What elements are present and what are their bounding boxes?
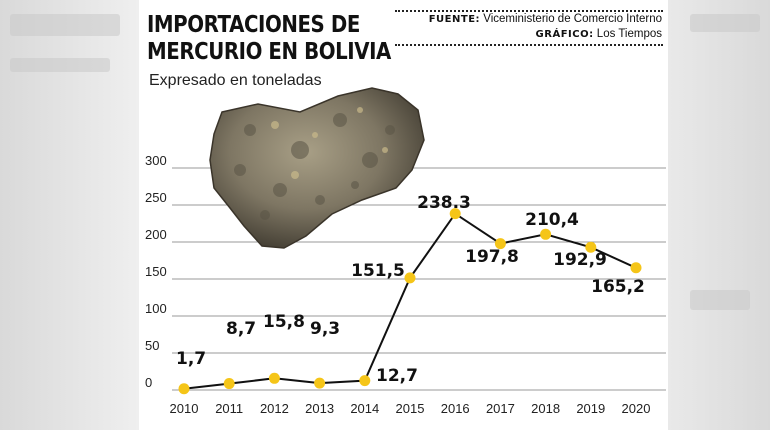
graphic-value: Los Tiempos xyxy=(596,28,662,40)
data-point-2010 xyxy=(178,383,190,395)
x-tick-label-2019: 2019 xyxy=(576,401,605,416)
title-line-1: IMPORTACIONES DE xyxy=(147,12,360,38)
y-tick-label: 50 xyxy=(145,338,159,353)
data-label-2020: 165,2 xyxy=(591,277,645,297)
ghost-label xyxy=(690,290,750,310)
data-label-2011: 8,7 xyxy=(226,319,256,339)
data-label-2013: 9,3 xyxy=(310,319,340,339)
series-line xyxy=(183,212,637,390)
data-label-2010: 1,7 xyxy=(176,349,206,369)
ghost-title xyxy=(10,14,120,36)
chart-title: IMPORTACIONES DE MERCURIO EN BOLIVIA xyxy=(147,12,391,66)
x-tick-label-2016: 2016 xyxy=(441,401,470,416)
x-tick-label-2013: 2013 xyxy=(305,401,334,416)
x-tick-label-2017: 2017 xyxy=(486,401,515,416)
y-tick-label: 200 xyxy=(145,227,167,242)
title-line-2: MERCURIO EN BOLIVIA xyxy=(147,39,391,65)
data-point-2019 xyxy=(585,241,597,253)
source-value: Viceministerio de Comercio Interno xyxy=(483,13,662,25)
y-tick-label: 100 xyxy=(145,301,167,316)
x-tick-label-2020: 2020 xyxy=(622,401,651,416)
data-point-2018 xyxy=(540,228,552,240)
data-point-2015 xyxy=(404,272,416,284)
x-tick-label-2018: 2018 xyxy=(531,401,560,416)
x-tick-label-2010: 2010 xyxy=(170,401,199,416)
y-tick-label: 150 xyxy=(145,264,167,279)
data-label-2017: 197,8 xyxy=(465,247,519,267)
source-label: FUENTE: xyxy=(428,14,481,25)
graphic-label: GRÁFICO: xyxy=(535,29,594,40)
x-tick-label-2011: 2011 xyxy=(215,401,243,416)
x-tick-label-2012: 2012 xyxy=(260,401,289,416)
data-label-2018: 210,4 xyxy=(525,210,579,230)
ghost-subtitle xyxy=(10,58,110,72)
y-tick-label: 300 xyxy=(145,153,167,168)
dotted-rule-top xyxy=(395,10,663,12)
data-label-2015: 151,5 xyxy=(351,261,405,281)
x-tick-label-2015: 2015 xyxy=(396,401,425,416)
data-label-2012: 15,8 xyxy=(263,312,305,332)
x-tick-label-2014: 2014 xyxy=(350,401,379,416)
y-tick-label: 250 xyxy=(145,190,167,205)
data-point-2020 xyxy=(630,262,642,274)
mercury-ore-rock-image xyxy=(209,87,425,249)
data-label-2016: 238.3 xyxy=(417,193,471,213)
source-block: FUENTE: Viceministerio de Comercio Inter… xyxy=(429,12,662,42)
data-point-2011 xyxy=(223,378,235,390)
data-point-2012 xyxy=(268,372,280,384)
data-point-2016 xyxy=(449,208,461,220)
data-point-2014 xyxy=(359,375,371,387)
chart-subtitle: Expresado en toneladas xyxy=(149,72,322,89)
data-label-2019: 192,9 xyxy=(553,250,607,270)
data-point-2017 xyxy=(494,238,506,250)
data-point-2013 xyxy=(314,377,326,389)
ghost-source xyxy=(690,14,760,32)
infographic-panel xyxy=(139,0,668,430)
y-tick-label: 0 xyxy=(145,375,152,390)
dotted-rule-mid xyxy=(395,44,663,46)
data-label-2014: 12,7 xyxy=(376,366,418,386)
